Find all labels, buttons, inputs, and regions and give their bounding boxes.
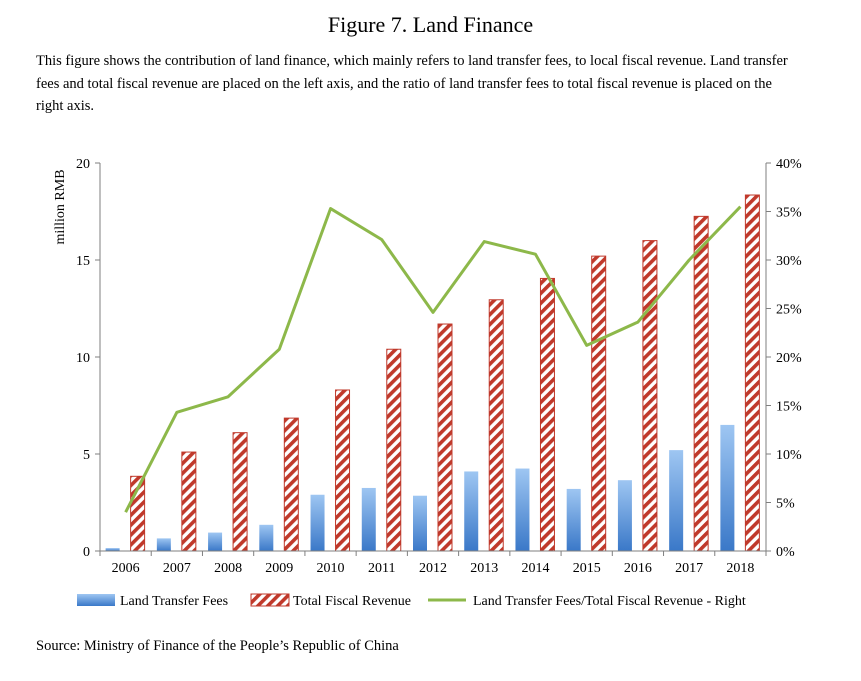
total-fiscal-revenue-bar: [642, 240, 658, 552]
right-axis-tick-label: 5%: [776, 497, 795, 512]
figure-caption: This figure shows the contribution of la…: [36, 53, 788, 114]
right-axis-tick-label: 30%: [776, 254, 802, 269]
land-transfer-fee-bar: [156, 538, 171, 551]
left-axis-tick-label: 10: [76, 351, 90, 366]
x-axis-tick-label: 2012: [419, 561, 447, 576]
legend: Land Transfer Fees Total Fiscal Revenue La…: [77, 593, 746, 609]
x-axis-tick-label: 2007: [163, 561, 191, 576]
land-transfer-fee-bar: [566, 488, 581, 551]
legend-label-ratio: Land Transfer Fees/Total Fiscal Revenue …: [473, 594, 746, 609]
right-axis-tick-label: 0%: [776, 545, 795, 560]
legend-label-land-transfer-fees: Land Transfer Fees: [120, 594, 228, 609]
right-axis-tick-label: 20%: [776, 351, 802, 366]
total-fiscal-revenue-bar: [539, 277, 555, 552]
x-axis-tick-label: 2006: [112, 561, 140, 576]
land-transfer-fee-bar: [720, 424, 735, 551]
land-transfer-fee-bar: [105, 548, 120, 551]
right-axis-tick-label: 35%: [776, 206, 802, 221]
x-axis-tick-label: 2009: [265, 561, 293, 576]
x-axis-tick-label: 2016: [624, 561, 652, 576]
total-fiscal-revenue-bar: [693, 215, 709, 552]
left-axis-tick-label: 15: [76, 254, 90, 269]
total-fiscal-revenue-bar: [181, 451, 197, 552]
x-axis-tick-label: 2008: [214, 561, 242, 576]
land-transfer-fee-bar: [617, 480, 632, 551]
land-transfer-fee-bar: [515, 468, 530, 551]
right-axis-tick-label: 15%: [776, 400, 802, 415]
x-axis-tick-label: 2015: [573, 561, 601, 576]
total-fiscal-revenue-bar: [437, 323, 453, 552]
right-axis-tick-label: 40%: [776, 157, 802, 172]
land-transfer-fee-bar: [361, 487, 376, 551]
land-transfer-fee-bar: [464, 471, 479, 551]
total-fiscal-revenue-bar: [591, 255, 607, 552]
left-axis-tick-label: 5: [83, 448, 90, 463]
x-axis-tick-label: 2014: [521, 561, 549, 576]
left-axis-tick-label: 0: [83, 545, 90, 560]
total-fiscal-revenue-bar: [488, 299, 504, 552]
x-axis-tick-label: 2011: [368, 561, 395, 576]
legend-swatch-total-fiscal-revenue: [250, 593, 290, 607]
x-axis-tick-label: 2018: [726, 561, 754, 576]
land-transfer-fee-bar: [259, 524, 274, 551]
right-axis-tick-label: 25%: [776, 303, 802, 318]
land-transfer-fee-bar: [669, 450, 684, 551]
legend-swatch-land-transfer-fees: [77, 594, 115, 606]
total-fiscal-revenue-bar: [744, 194, 760, 552]
land-transfer-fee-bar: [413, 495, 427, 551]
y-axis-title: million RMB: [53, 169, 68, 244]
right-axis-tick-label: 10%: [776, 448, 802, 463]
land-transfer-fee-bar: [208, 532, 223, 551]
land-transfer-fee-bar: [310, 494, 325, 551]
figure-title: Figure 7. Land Finance: [327, 12, 534, 37]
total-fiscal-revenue-bar: [232, 432, 248, 552]
x-axis-tick-label: 2017: [675, 561, 703, 576]
figure-source: Source: Ministry of Finance of the Peopl…: [36, 638, 399, 654]
total-fiscal-revenue-bar: [386, 348, 402, 552]
x-axis-tick-label: 2013: [470, 561, 498, 576]
total-fiscal-revenue-bar: [283, 417, 299, 552]
legend-label-total-fiscal-revenue: Total Fiscal Revenue: [293, 594, 411, 609]
left-axis-tick-label: 20: [76, 157, 90, 172]
total-fiscal-revenue-bar: [335, 389, 351, 552]
x-axis-tick-label: 2010: [317, 561, 345, 576]
